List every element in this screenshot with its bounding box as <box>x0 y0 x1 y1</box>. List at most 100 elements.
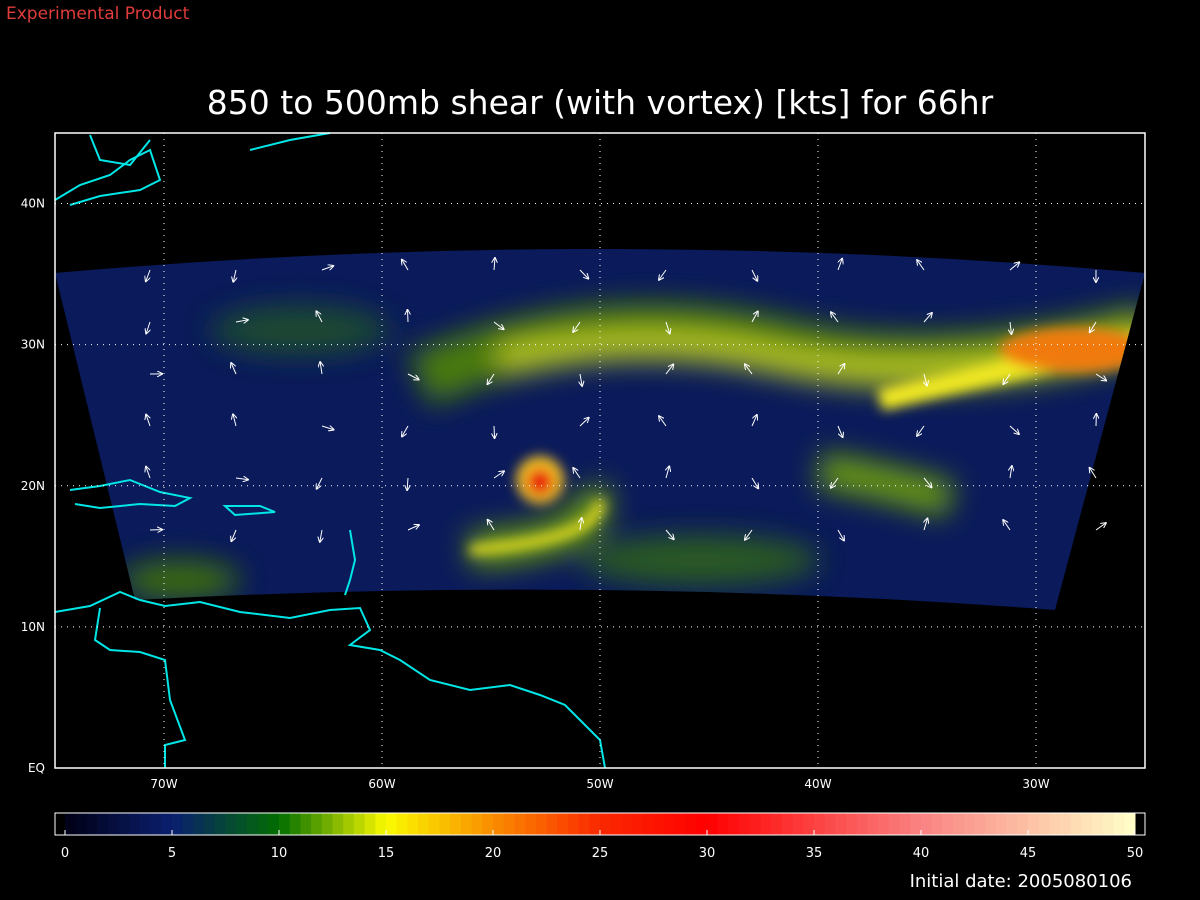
wind-arrow <box>580 373 582 386</box>
wind-arrow <box>488 373 495 384</box>
wind-arrow <box>837 364 844 375</box>
wind-arrow <box>231 529 237 541</box>
colorbar-cell <box>814 813 826 835</box>
colorbar-cell <box>910 813 922 835</box>
colorbar-cell <box>514 813 526 835</box>
colorbar-cell <box>771 813 783 835</box>
colorbar-cell <box>86 813 98 835</box>
colorbar-tick-label: 10 <box>271 846 288 861</box>
wind-arrow <box>1009 425 1019 434</box>
wind-arrow <box>1003 520 1011 531</box>
colorbar-cell <box>257 813 269 835</box>
colorbar-cell <box>664 813 676 835</box>
wind-arrow <box>573 321 581 332</box>
colorbar-cell <box>321 813 333 835</box>
colorbar-cell <box>428 813 440 835</box>
wind-arrow <box>1009 262 1019 271</box>
wind-arrows <box>146 258 1106 542</box>
colorbar: 0 5 10 15 20 25 30 35 40 45 50 <box>54 812 1146 861</box>
colorbar-cell <box>225 813 237 835</box>
wind-arrow <box>1095 523 1106 531</box>
wind-arrow <box>751 477 758 488</box>
colorbar-cell <box>642 813 654 835</box>
colorbar-cell <box>268 813 280 835</box>
colorbar-tick-label: 5 <box>168 846 176 861</box>
colorbar-cell <box>835 813 847 835</box>
colorbar-cell <box>193 813 205 835</box>
colorbar-cell <box>824 813 836 835</box>
colorbar-cell <box>728 813 740 835</box>
wind-arrow <box>407 477 408 490</box>
colorbar-cell <box>535 813 547 835</box>
wind-arrow <box>1010 321 1011 334</box>
colorbar-cell <box>1124 813 1136 835</box>
colorbar-tick-label: 15 <box>378 846 395 861</box>
colorbar-cell <box>1017 813 1029 835</box>
wind-arrow <box>407 373 419 379</box>
wind-arrow <box>666 466 669 479</box>
lat-label: 20N <box>21 479 45 493</box>
wind-arrow <box>831 312 839 323</box>
wind-arrow <box>917 425 925 436</box>
wind-arrow <box>1003 373 1011 384</box>
colorbar-cell <box>97 813 109 835</box>
wind-arrow <box>1095 373 1106 380</box>
wind-arrow <box>837 259 842 271</box>
colorbar-cell <box>567 813 580 835</box>
wind-arrow <box>493 471 504 479</box>
colorbar-cell <box>364 813 376 835</box>
lat-label: 40N <box>21 197 45 211</box>
colorbar-cell <box>1049 813 1061 835</box>
colorbar-cell <box>557 813 569 835</box>
wind-arrow <box>235 478 248 480</box>
wind-arrow <box>659 416 667 427</box>
wind-arrow <box>580 518 582 531</box>
wind-arrow <box>751 415 757 427</box>
wind-arrow <box>146 467 151 479</box>
wind-arrow <box>146 321 150 333</box>
colorbar-tick-label: 25 <box>592 846 609 861</box>
wind-arrow <box>146 269 151 281</box>
colorbar-cell <box>546 813 558 835</box>
colorbar-cell <box>311 813 323 835</box>
colorbar-cell <box>182 813 194 835</box>
colorbar-cell <box>803 813 815 835</box>
colorbar-cell <box>1070 813 1082 835</box>
colorbar-cell <box>632 813 644 835</box>
colorbar-cell <box>450 813 462 835</box>
colorbar-tick-label: 0 <box>61 846 69 861</box>
colorbar-cell <box>856 813 868 835</box>
colorbar-cell <box>75 813 87 835</box>
colorbar-cell <box>685 813 697 835</box>
colorbar-cell <box>503 813 515 835</box>
wind-arrow <box>579 269 588 279</box>
colorbar-tick-label: 45 <box>1020 846 1037 861</box>
colorbar-cell <box>1028 813 1040 835</box>
colorbar-cell <box>792 813 804 835</box>
colorbar-cell <box>471 813 483 835</box>
colorbar-cell <box>279 813 291 835</box>
colorbar-cell <box>396 813 408 835</box>
wind-arrow <box>1010 466 1012 479</box>
colorbar-cell <box>418 813 430 835</box>
colorbar-cell <box>942 813 954 835</box>
colorbar-cell <box>878 813 890 835</box>
colorbar-cell <box>172 813 184 835</box>
wind-arrow <box>666 321 670 333</box>
wind-arrow <box>831 477 839 488</box>
colorbar-cell <box>921 813 933 835</box>
wind-arrow <box>745 529 753 540</box>
wind-arrow <box>659 269 667 280</box>
colorbar-cell <box>739 813 751 835</box>
colorbar-cell <box>65 813 77 835</box>
lon-label: 50W <box>586 777 613 791</box>
wind-arrow <box>579 418 589 427</box>
wind-arrow <box>321 426 333 430</box>
wind-arrow <box>751 269 757 281</box>
colorbar-cell <box>107 813 119 835</box>
wind-arrow <box>837 529 844 540</box>
map-title: 850 to 500mb shear (with vortex) [kts] f… <box>207 83 994 122</box>
colorbar-cell <box>578 813 590 835</box>
